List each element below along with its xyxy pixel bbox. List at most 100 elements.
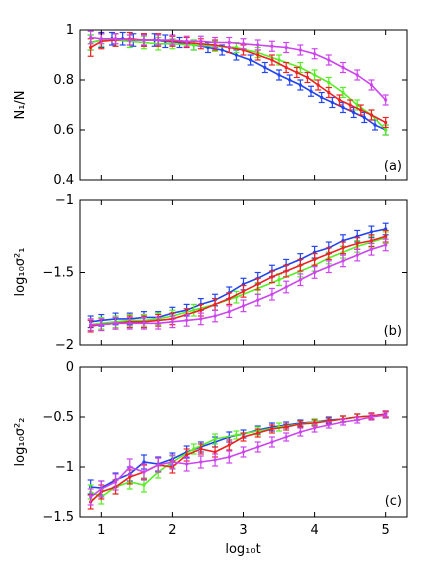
panel-a-data-point bbox=[256, 43, 260, 47]
panel-a-data-point bbox=[99, 37, 103, 41]
panel-a-data-point bbox=[270, 58, 274, 62]
panel-b-data-point bbox=[327, 252, 331, 256]
panel-a-data-point bbox=[355, 103, 359, 107]
panel-c-data-point bbox=[256, 431, 260, 435]
panel-b-data-point bbox=[213, 302, 217, 306]
panel-b-yticks: −2 −1.5 −1 bbox=[42, 193, 407, 353]
panel-c-data-point bbox=[256, 445, 260, 449]
panel-a-data-point bbox=[288, 78, 292, 82]
panel-b-data-point bbox=[277, 278, 281, 282]
panel-b-data-point bbox=[128, 321, 132, 325]
panel-a-data-point bbox=[373, 123, 377, 127]
panel-a-data-point bbox=[295, 70, 299, 75]
panel-b-data-point bbox=[298, 263, 302, 267]
panel-b-data-point bbox=[327, 265, 331, 269]
panel-a-data-point bbox=[316, 83, 320, 87]
panel-b-data-point bbox=[192, 308, 196, 312]
panel-b-data-point bbox=[284, 285, 288, 289]
panel-a-ytick-label: 0.8 bbox=[53, 73, 74, 88]
panel-c-yticks: −1.5 −1 −0.5 0 bbox=[42, 360, 407, 525]
panel-b-data-point bbox=[213, 314, 217, 318]
panel-a-label: (a) bbox=[384, 159, 402, 174]
panel-a-data-point bbox=[220, 48, 224, 52]
panel-b-data-point bbox=[256, 298, 260, 302]
panel-a-data-point bbox=[142, 38, 146, 42]
panel-a-data-point bbox=[369, 83, 374, 87]
x-tick-label: 5 bbox=[382, 523, 390, 538]
panel-c-data-point bbox=[199, 447, 203, 451]
panel-a-data-point bbox=[341, 65, 345, 70]
panel-a-data-point bbox=[337, 98, 342, 102]
panel-b-data-point bbox=[234, 295, 238, 299]
panel-b-data-point bbox=[312, 257, 317, 262]
panel-a-data-point bbox=[156, 38, 160, 42]
panel-b-data-point bbox=[355, 241, 359, 246]
panel-c-ytick-label: −1 bbox=[55, 460, 74, 475]
panel-a-data-point bbox=[384, 128, 388, 132]
panel-a-data-point bbox=[89, 35, 93, 40]
panel-c-data-point bbox=[234, 433, 238, 437]
panel-c-data-point bbox=[185, 462, 189, 466]
panel-c-data-point bbox=[270, 427, 274, 431]
panel-a-data-point bbox=[256, 53, 260, 57]
panel-a-data-point bbox=[327, 58, 331, 62]
panel-c-label: (c) bbox=[385, 494, 402, 509]
panel-a-data-point bbox=[352, 110, 356, 115]
panel-c-data-point bbox=[284, 425, 288, 429]
panel-b-series-line bbox=[90, 228, 386, 323]
panel-b-data-point bbox=[270, 275, 274, 279]
panel-c-series-3 bbox=[87, 411, 389, 506]
panel-c-data-point bbox=[327, 423, 331, 427]
panel-b-plot bbox=[87, 222, 389, 333]
panel-a-data-point bbox=[234, 53, 238, 57]
panel-c-data-point bbox=[241, 450, 246, 454]
panel-c-series-line bbox=[90, 413, 386, 503]
panel-c-data-point bbox=[99, 487, 103, 491]
panel-a-data-point bbox=[298, 65, 302, 70]
panel-b-data-point bbox=[355, 234, 359, 238]
panel-b-data-point bbox=[369, 230, 374, 234]
panel-a-data-point bbox=[213, 40, 217, 45]
panel-c-xticks: 1 2 3 4 5 bbox=[97, 367, 390, 538]
panel-c-data-point bbox=[213, 437, 217, 441]
panel-b-data-point bbox=[270, 292, 274, 296]
x-tick-label: 4 bbox=[310, 523, 318, 538]
panel-a-data-point bbox=[277, 73, 281, 77]
panel-b-data-point bbox=[341, 239, 345, 243]
panel-b-data-point bbox=[256, 282, 260, 286]
panel-c-data-point bbox=[156, 463, 160, 467]
panel-a-data-point bbox=[305, 75, 310, 80]
panel-a-data-point bbox=[192, 43, 196, 47]
panel-a-ytick-label: 0.6 bbox=[53, 123, 74, 138]
panel-c-data-point bbox=[128, 465, 132, 469]
panel-c-data-point bbox=[241, 435, 246, 439]
panel-b-ytick-label: −1.5 bbox=[42, 266, 74, 281]
panel-a-data-point bbox=[298, 83, 302, 87]
panel-a-data-point bbox=[277, 58, 281, 62]
panel-a-series-line bbox=[90, 36, 387, 101]
panel-c-series-2 bbox=[87, 410, 389, 510]
panel-c-ytick-label: −1.5 bbox=[42, 510, 74, 525]
panel-b-data-point bbox=[185, 318, 189, 322]
panel-a-data-point bbox=[270, 44, 274, 48]
panel-c-ylabel: log₁₀σ²₂ bbox=[13, 418, 28, 467]
panel-b: −2 −1.5 −1 (b) log₁₀σ²₁ bbox=[13, 193, 408, 353]
panel-a-data-point bbox=[341, 90, 345, 95]
panel-c-data-point bbox=[355, 418, 359, 422]
x-tick-label: 3 bbox=[239, 523, 247, 538]
panel-b-ytick-label: −1 bbox=[55, 193, 74, 208]
panel-c-data-point bbox=[270, 440, 274, 444]
panel-b-data-point bbox=[89, 323, 93, 327]
panel-a-data-point bbox=[309, 89, 313, 93]
panel-a-data-point bbox=[284, 65, 288, 70]
panel-a-data-point bbox=[384, 120, 388, 125]
panel-b-data-point bbox=[312, 270, 317, 275]
panel-c-data-point bbox=[199, 460, 203, 464]
panel-c-data-point bbox=[113, 480, 118, 484]
panel-a-data-point bbox=[185, 39, 189, 43]
panel-a-data-point bbox=[327, 90, 331, 95]
panel-b-data-point bbox=[199, 317, 203, 321]
panel-b-series-3 bbox=[87, 238, 389, 332]
panel-a-data-point bbox=[384, 98, 388, 102]
